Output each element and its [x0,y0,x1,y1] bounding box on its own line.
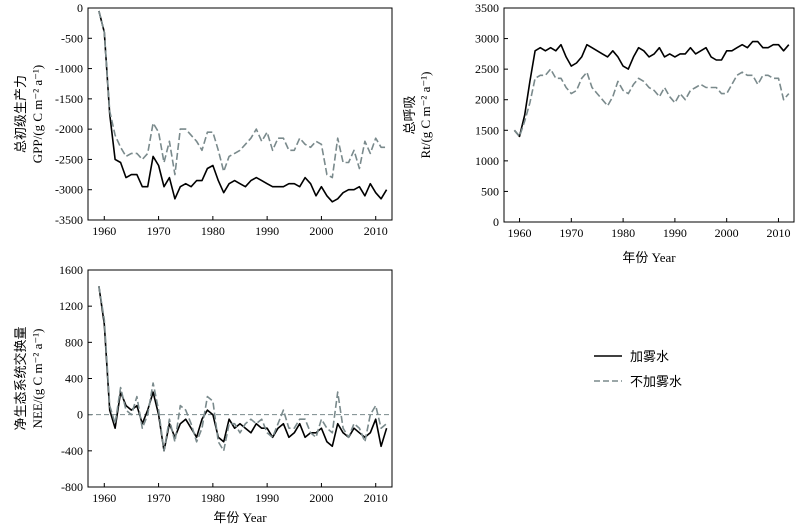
gpp-ytick-label: 0 [77,1,83,15]
legend-label-without-fog: 不加雾水 [630,375,682,390]
gpp-xtick-label: 1980 [201,224,225,238]
gpp-xtick-label: 1970 [147,224,171,238]
rt-ytick-label: 500 [481,184,499,198]
gpp-ytick-label: -2000 [55,122,83,136]
gpp-ytick-label: -3500 [55,213,83,227]
nee-xtick-label: 1990 [255,491,279,505]
gpp-xtick-label: 2010 [364,224,388,238]
rt-ytick-label: 1500 [475,123,499,137]
rt-xtick-label: 2000 [715,226,739,240]
legend-label-with-fog: 加雾水 [630,350,669,365]
rt-series-with-fog [513,40,790,138]
nee-series-without-fog [98,286,388,452]
gpp-ytick-label: -3000 [55,183,83,197]
gpp-ytick-label: -1000 [55,62,83,76]
nee-ytick-label: -800 [61,480,83,494]
rt-xtick-label: 1990 [663,226,687,240]
gpp-xtick-label: 1990 [255,224,279,238]
nee-ytick-label: 800 [65,335,83,349]
nee-xlabel: 年份 Year [213,510,267,525]
gpp-ytick-label: -500 [61,31,83,45]
nee-ytick-label: -400 [61,444,83,458]
nee-ytick-label: 1200 [59,299,83,313]
gpp-ylabel-en: GPP/(g C m⁻² a⁻¹) [30,65,45,163]
rt-ytick-label: 0 [493,215,499,229]
rt-panel: 1960 1970 1980 1990 2000 2010 0 500 1000 1500 2000… [402,1,795,265]
rt-xtick-label: 1960 [508,226,532,240]
gpp-ylabel-cn: 总初级生产力 [13,75,28,153]
nee-xtick-label: 1970 [147,491,171,505]
rt-ytick-label: 3500 [475,1,499,15]
nee-xtick-label: 1960 [92,491,116,505]
rt-plot-frame [503,7,795,223]
nee-ylabel-cn: 净生态系统交换量 [13,326,28,430]
nee-panel: 1960 1970 1980 1990 2000 2010 -800 -400 0 400 800 1… [13,263,393,525]
rt-ytick-label: 2000 [475,93,499,107]
nee-ytick-label: 400 [65,372,83,386]
gpp-ytick-label: -2500 [55,152,83,166]
rt-xtick-label: 1980 [611,226,635,240]
gpp-series-without-fog [98,10,387,179]
nee-series-with-fog [98,286,388,452]
nee-xtick-label: 2000 [309,491,333,505]
rt-ylabel-cn: 总呼吸 [402,95,417,134]
gpp-series-with-fog [98,10,388,203]
rt-ytick-label: 1000 [475,154,499,168]
rt-xtick-label: 1970 [559,226,583,240]
rt-ylabel-en: Rt/(g C m⁻² a⁻¹) [418,72,433,159]
nee-ytick-label: 0 [77,408,83,422]
gpp-panel: 1960 1970 1980 1990 2000 2010 -3500 -3000 -2500 -… [13,1,393,238]
nee-xtick-label: 1980 [201,491,225,505]
rt-xtick-label: 2010 [766,226,790,240]
nee-xtick-label: 2010 [364,491,388,505]
gpp-ytick-label: -1500 [55,92,83,106]
nee-ylabel-en: NEE/(g C m⁻² a⁻¹) [30,329,45,429]
rt-xlabel: 年份 Year [622,250,676,265]
gpp-xtick-label: 2000 [309,224,333,238]
gpp-plot-frame [87,7,393,221]
legend: 加雾水 不加雾水 [594,350,682,390]
rt-series-without-fog [513,68,790,138]
rt-ytick-label: 3000 [475,32,499,46]
nee-ytick-label: 1600 [59,263,83,277]
rt-ytick-label: 2500 [475,62,499,76]
gpp-xtick-label: 1960 [92,224,116,238]
nee-plot-frame [87,269,393,488]
